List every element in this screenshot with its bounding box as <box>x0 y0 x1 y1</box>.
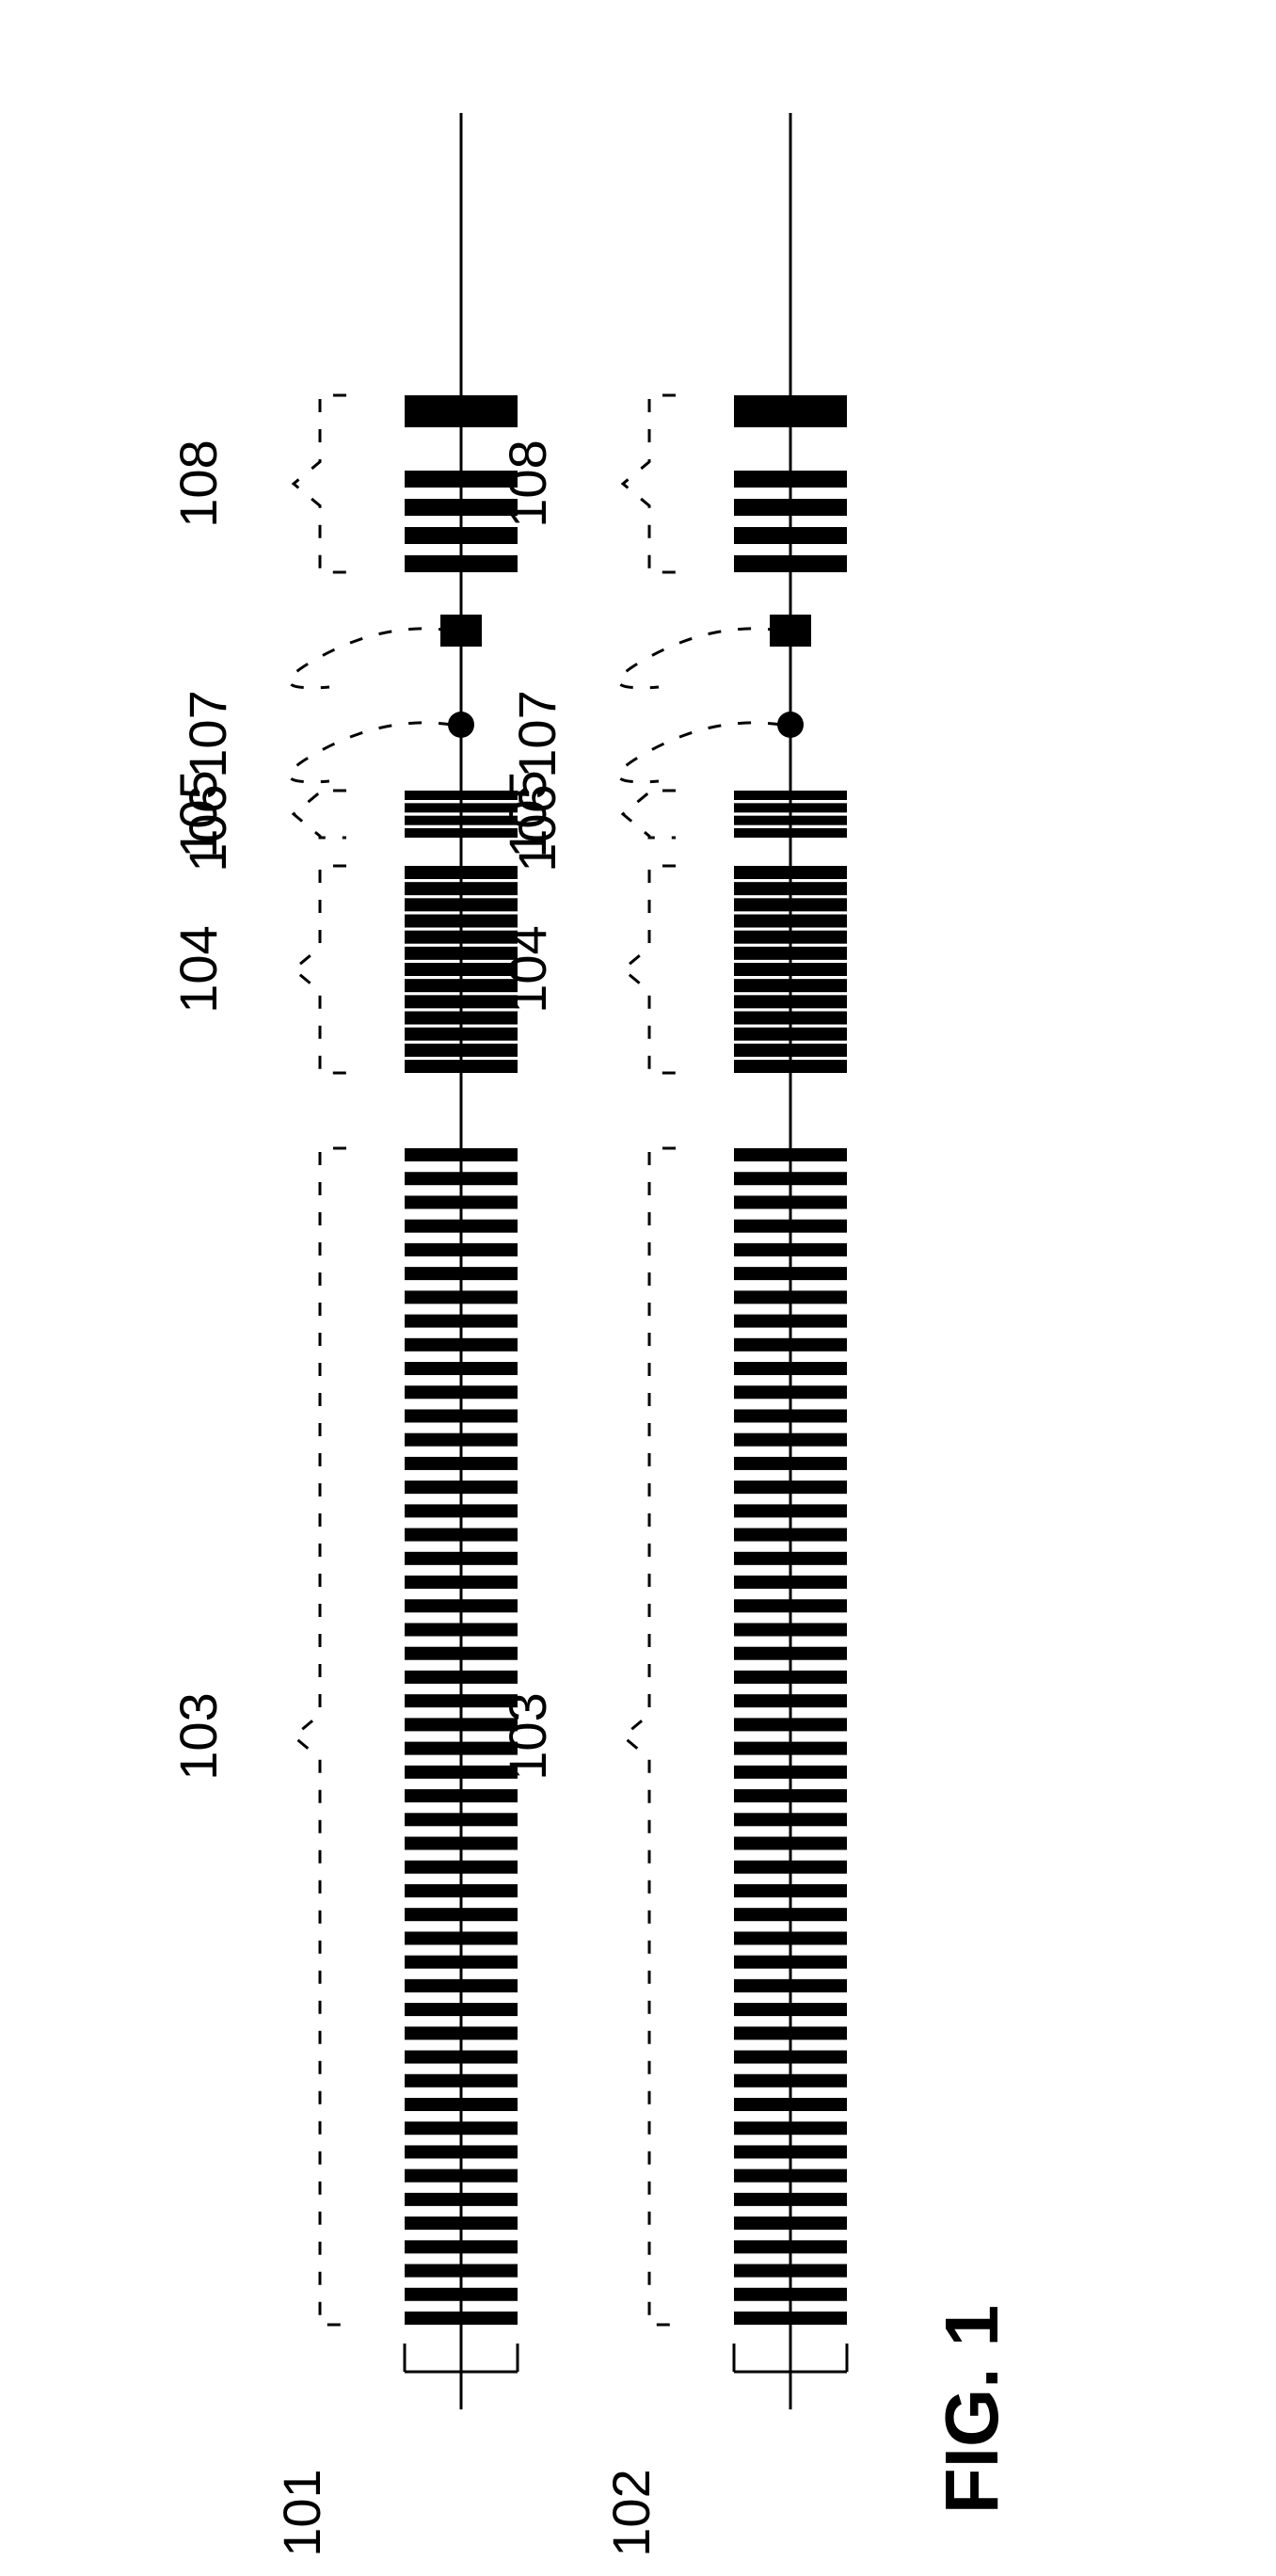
figure-svg: 1011031041051061071081021031041051061071… <box>0 0 1276 2576</box>
group-label: 107 <box>178 690 237 777</box>
group-label: 108 <box>498 440 557 527</box>
group-label: 106 <box>507 784 566 872</box>
group-label: 104 <box>498 925 557 1013</box>
group-label: 106 <box>178 784 237 872</box>
track-label: 102 <box>601 2469 661 2556</box>
group-label: 103 <box>168 1692 228 1780</box>
figure-label: FIG. 1 <box>930 2305 1013 2514</box>
group-label: 103 <box>498 1692 557 1780</box>
group-label: 108 <box>168 440 228 527</box>
group-label: 107 <box>507 690 566 777</box>
track-label: 101 <box>272 2469 331 2556</box>
group-label: 104 <box>168 925 228 1013</box>
